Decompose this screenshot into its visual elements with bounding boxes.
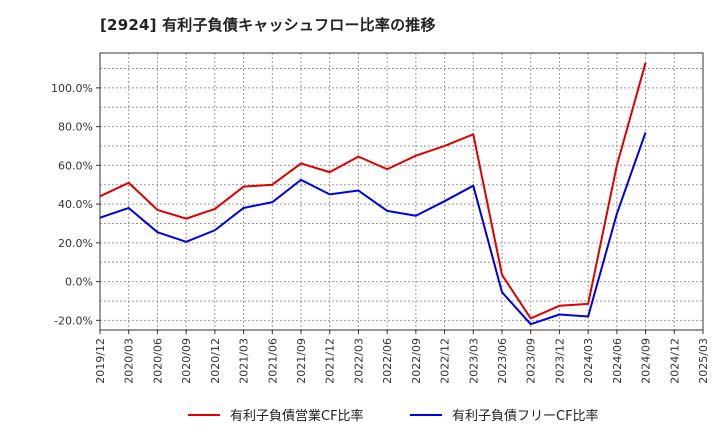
- x-tick-label: 2023/12: [553, 338, 566, 384]
- x-tick-label: 2020/12: [209, 338, 222, 384]
- x-tick-label: 2021/12: [324, 338, 337, 384]
- x-tick-label: 2024/09: [640, 338, 653, 384]
- grid-lines: [99, 53, 704, 330]
- x-tick-label: 2019/12: [94, 338, 107, 384]
- series-line-1: [99, 62, 647, 320]
- y-tick-label: 20.0%: [58, 237, 93, 250]
- series-line-2: [99, 132, 647, 326]
- y-tick-label: 40.0%: [58, 198, 93, 211]
- x-tick-label: 2021/09: [295, 338, 308, 384]
- plot-frame: [99, 52, 704, 331]
- legend-label-2: 有利子負債フリーCF比率: [452, 408, 599, 424]
- x-tick-label: 2021/06: [266, 338, 279, 384]
- x-tick-label: 2020/06: [151, 338, 164, 384]
- x-tick-label: 2024/12: [668, 338, 681, 384]
- y-tick-label: 100.0%: [51, 82, 93, 95]
- x-tick-label: 2022/03: [352, 338, 365, 384]
- x-tick-label: 2023/06: [496, 338, 509, 384]
- series-lines: [99, 62, 647, 326]
- x-tick-label: 2020/09: [180, 338, 193, 384]
- x-tick-label: 2024/06: [611, 338, 624, 384]
- y-tick-label: 80.0%: [58, 121, 93, 134]
- y-tick-label: 0.0%: [65, 276, 93, 289]
- y-tick-label: -20.0%: [54, 314, 93, 327]
- y-tick-label: 60.0%: [58, 159, 93, 172]
- x-tick-label: 2022/06: [381, 338, 394, 384]
- chart-title: [2924] 有利子負債キャッシュフロー比率の推移: [100, 16, 436, 34]
- x-tick-label: 2025/03: [697, 338, 710, 384]
- x-tick-label: 2022/09: [410, 338, 423, 384]
- x-tick-label: 2021/03: [238, 338, 251, 384]
- x-axis-ticks: 2019/12 2020/03 2020/06 2020/09 2020/12 2021/…: [94, 330, 710, 384]
- y-axis-ticks: -20.0% 0.0% 20.0% 40.0% 60.0% 80.0% 100.0%: [51, 82, 100, 327]
- x-tick-label: 2020/03: [123, 338, 136, 384]
- x-tick-label: 2024/03: [582, 338, 595, 384]
- x-tick-label: 2022/12: [439, 338, 452, 384]
- x-tick-label: 2023/03: [467, 338, 480, 384]
- legend-label-1: 有利子負債営業CF比率: [230, 408, 364, 424]
- x-tick-label: 2023/09: [525, 338, 538, 384]
- legend: 有利子負債営業CF比率 有利子負債フリーCF比率: [188, 408, 599, 424]
